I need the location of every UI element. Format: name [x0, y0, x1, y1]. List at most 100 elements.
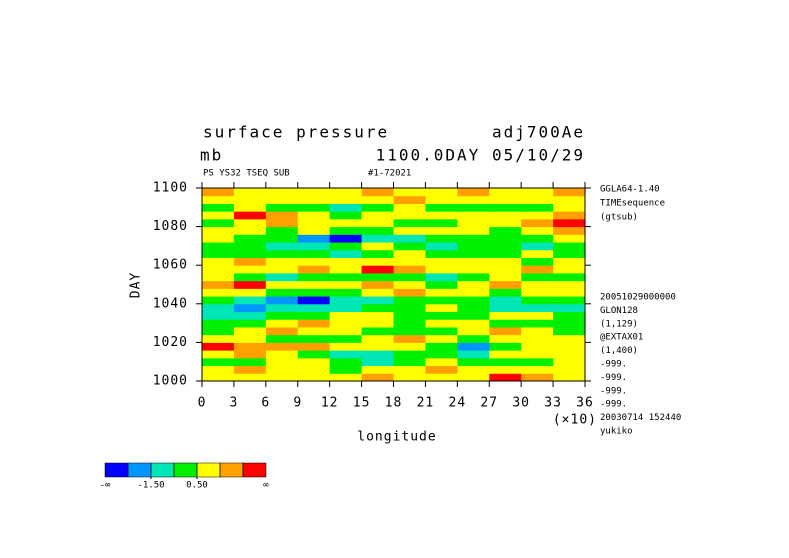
heat-cell [361, 218, 394, 228]
heat-cell [489, 249, 522, 258]
colorbar-label: ∞ [263, 481, 269, 491]
heat-cell [521, 188, 554, 197]
heat-cell [361, 234, 394, 243]
heat-cell [361, 357, 394, 367]
side-info: GGLA64-1.40 [600, 185, 660, 195]
heat-cell [361, 296, 394, 305]
heat-cell [265, 342, 299, 351]
heat-cell [329, 188, 363, 197]
heat-cell [297, 280, 331, 289]
heat-cell [425, 211, 458, 220]
x-tick-label: 33 [544, 396, 562, 411]
heat-cell [521, 311, 554, 320]
heat-cell [361, 350, 394, 359]
heat-cell [265, 350, 299, 359]
heat-cell [202, 211, 235, 220]
heat-cell [233, 242, 267, 251]
heat-cell [425, 195, 458, 204]
heat-cell [329, 357, 363, 367]
heat-cell [265, 311, 299, 320]
heat-cell [393, 326, 426, 336]
heat-cell [202, 195, 235, 204]
heat-cell [553, 249, 586, 258]
heat-cell [297, 211, 331, 220]
heat-cell [489, 280, 522, 289]
heat-cell [233, 203, 267, 212]
heat-cell [425, 334, 458, 343]
heat-cell [425, 357, 458, 367]
heat-cell [393, 249, 426, 258]
heat-cell [233, 265, 267, 274]
heat-cell [297, 334, 331, 343]
info-right: #1-72021 [368, 169, 411, 179]
colorbar-box [150, 462, 175, 478]
heat-cell [233, 326, 267, 336]
heat-cell [553, 188, 586, 197]
heat-cell [393, 319, 426, 328]
heat-cell [425, 303, 458, 313]
x-tick-label: 36 [576, 396, 594, 411]
heat-cell [521, 265, 554, 274]
side-info: TIMEsequence [600, 199, 665, 209]
heat-cell [393, 257, 426, 266]
heat-cell [425, 373, 458, 382]
heat-cell [457, 203, 490, 212]
heat-cell [233, 234, 267, 243]
heat-cell [202, 334, 235, 343]
heat-cell [361, 249, 394, 258]
heat-cell [233, 211, 267, 220]
heat-cell [233, 342, 267, 351]
heat-cell [521, 195, 554, 204]
colorbar-box [127, 462, 152, 478]
heat-cell [393, 188, 426, 197]
heat-cell [329, 249, 363, 258]
heat-cell [457, 195, 490, 204]
heat-cell [361, 272, 394, 282]
heat-cell [553, 342, 586, 351]
heat-cell [457, 350, 490, 359]
x-multiplier: (×10) [553, 413, 597, 428]
heat-cell [202, 249, 235, 258]
heat-cell [425, 280, 458, 289]
heat-cell [457, 249, 490, 258]
heat-cell [393, 234, 426, 243]
heat-cell [297, 288, 331, 297]
heat-cell [361, 342, 394, 351]
heat-cell [489, 296, 522, 305]
heat-cell [393, 303, 426, 313]
heat-cell [521, 242, 554, 251]
heat-cell [457, 296, 490, 305]
x-tick-label: 12 [321, 396, 339, 411]
heat-cell [553, 311, 586, 320]
heat-cell [393, 242, 426, 251]
heat-cell [265, 203, 299, 212]
heat-cell [457, 280, 490, 289]
heat-cell [521, 326, 554, 336]
heat-cell [297, 203, 331, 212]
colorbar-box [104, 462, 129, 478]
heat-cell [553, 226, 586, 235]
heat-cell [361, 242, 394, 251]
heat-cell [393, 342, 426, 351]
heat-cell [425, 319, 458, 328]
heat-cell [265, 218, 299, 228]
heat-cell [553, 350, 586, 359]
heat-cell [265, 357, 299, 367]
heat-cell [553, 234, 586, 243]
heat-cell [361, 226, 394, 235]
heat-cell [233, 319, 267, 328]
heat-cell [393, 334, 426, 343]
heat-cell [457, 342, 490, 351]
heat-cell [553, 365, 586, 374]
heat-cell [553, 334, 586, 343]
heat-cell [361, 203, 394, 212]
heat-cell [553, 218, 586, 228]
heat-cell [553, 242, 586, 251]
heat-cell [329, 319, 363, 328]
heat-cell [457, 326, 490, 336]
x-tick-label: 18 [385, 396, 403, 411]
heat-cell [457, 319, 490, 328]
heat-cell [521, 296, 554, 305]
y-tick-label: 1040 [153, 296, 188, 311]
heat-cell [457, 226, 490, 235]
